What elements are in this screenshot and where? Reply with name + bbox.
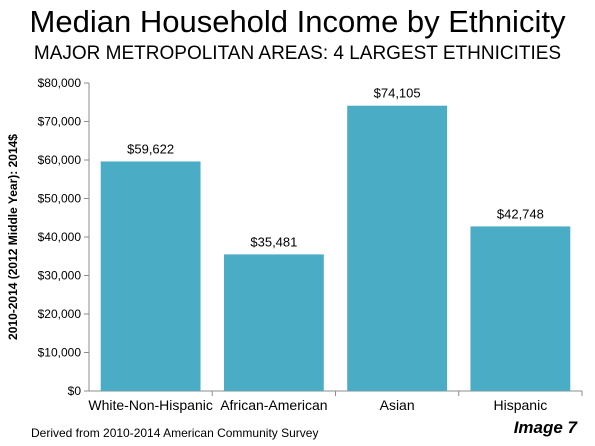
y-tick-label: $30,000 bbox=[38, 269, 82, 283]
bar bbox=[223, 254, 324, 391]
y-tick-label: $60,000 bbox=[38, 153, 82, 167]
data-label: $42,748 bbox=[497, 206, 544, 221]
data-label: $74,105 bbox=[374, 86, 421, 101]
y-tick-label: $20,000 bbox=[38, 307, 82, 321]
chart-title: Median Household Income by Ethnicity bbox=[29, 4, 566, 39]
chart-subtitle: MAJOR METROPOLITAN AREAS: 4 LARGEST ETHN… bbox=[33, 43, 562, 64]
y-tick-label: $0 bbox=[68, 384, 82, 398]
y-tick-label: $70,000 bbox=[38, 115, 82, 129]
x-tick-label: African-American bbox=[220, 397, 327, 413]
bar bbox=[100, 161, 201, 391]
data-label: $59,622 bbox=[127, 141, 174, 156]
bar bbox=[470, 226, 571, 391]
image-label: Image 7 bbox=[513, 418, 577, 437]
y-tick-label: $40,000 bbox=[38, 230, 82, 244]
y-axis-title: 2010-2014 (2012 Middle Year): 2014$ bbox=[6, 134, 20, 340]
source-note: Derived from 2010-2014 American Communit… bbox=[31, 426, 319, 440]
y-tick-label: $50,000 bbox=[38, 192, 82, 206]
data-label: $35,481 bbox=[250, 234, 297, 249]
y-tick-label: $10,000 bbox=[38, 346, 82, 360]
bar bbox=[347, 105, 448, 392]
x-tick-label: White-Non-Hispanic bbox=[88, 397, 212, 413]
x-tick-label: Hispanic bbox=[494, 397, 548, 413]
x-tick-label: Asian bbox=[380, 397, 415, 413]
y-tick-label: $80,000 bbox=[38, 76, 82, 90]
